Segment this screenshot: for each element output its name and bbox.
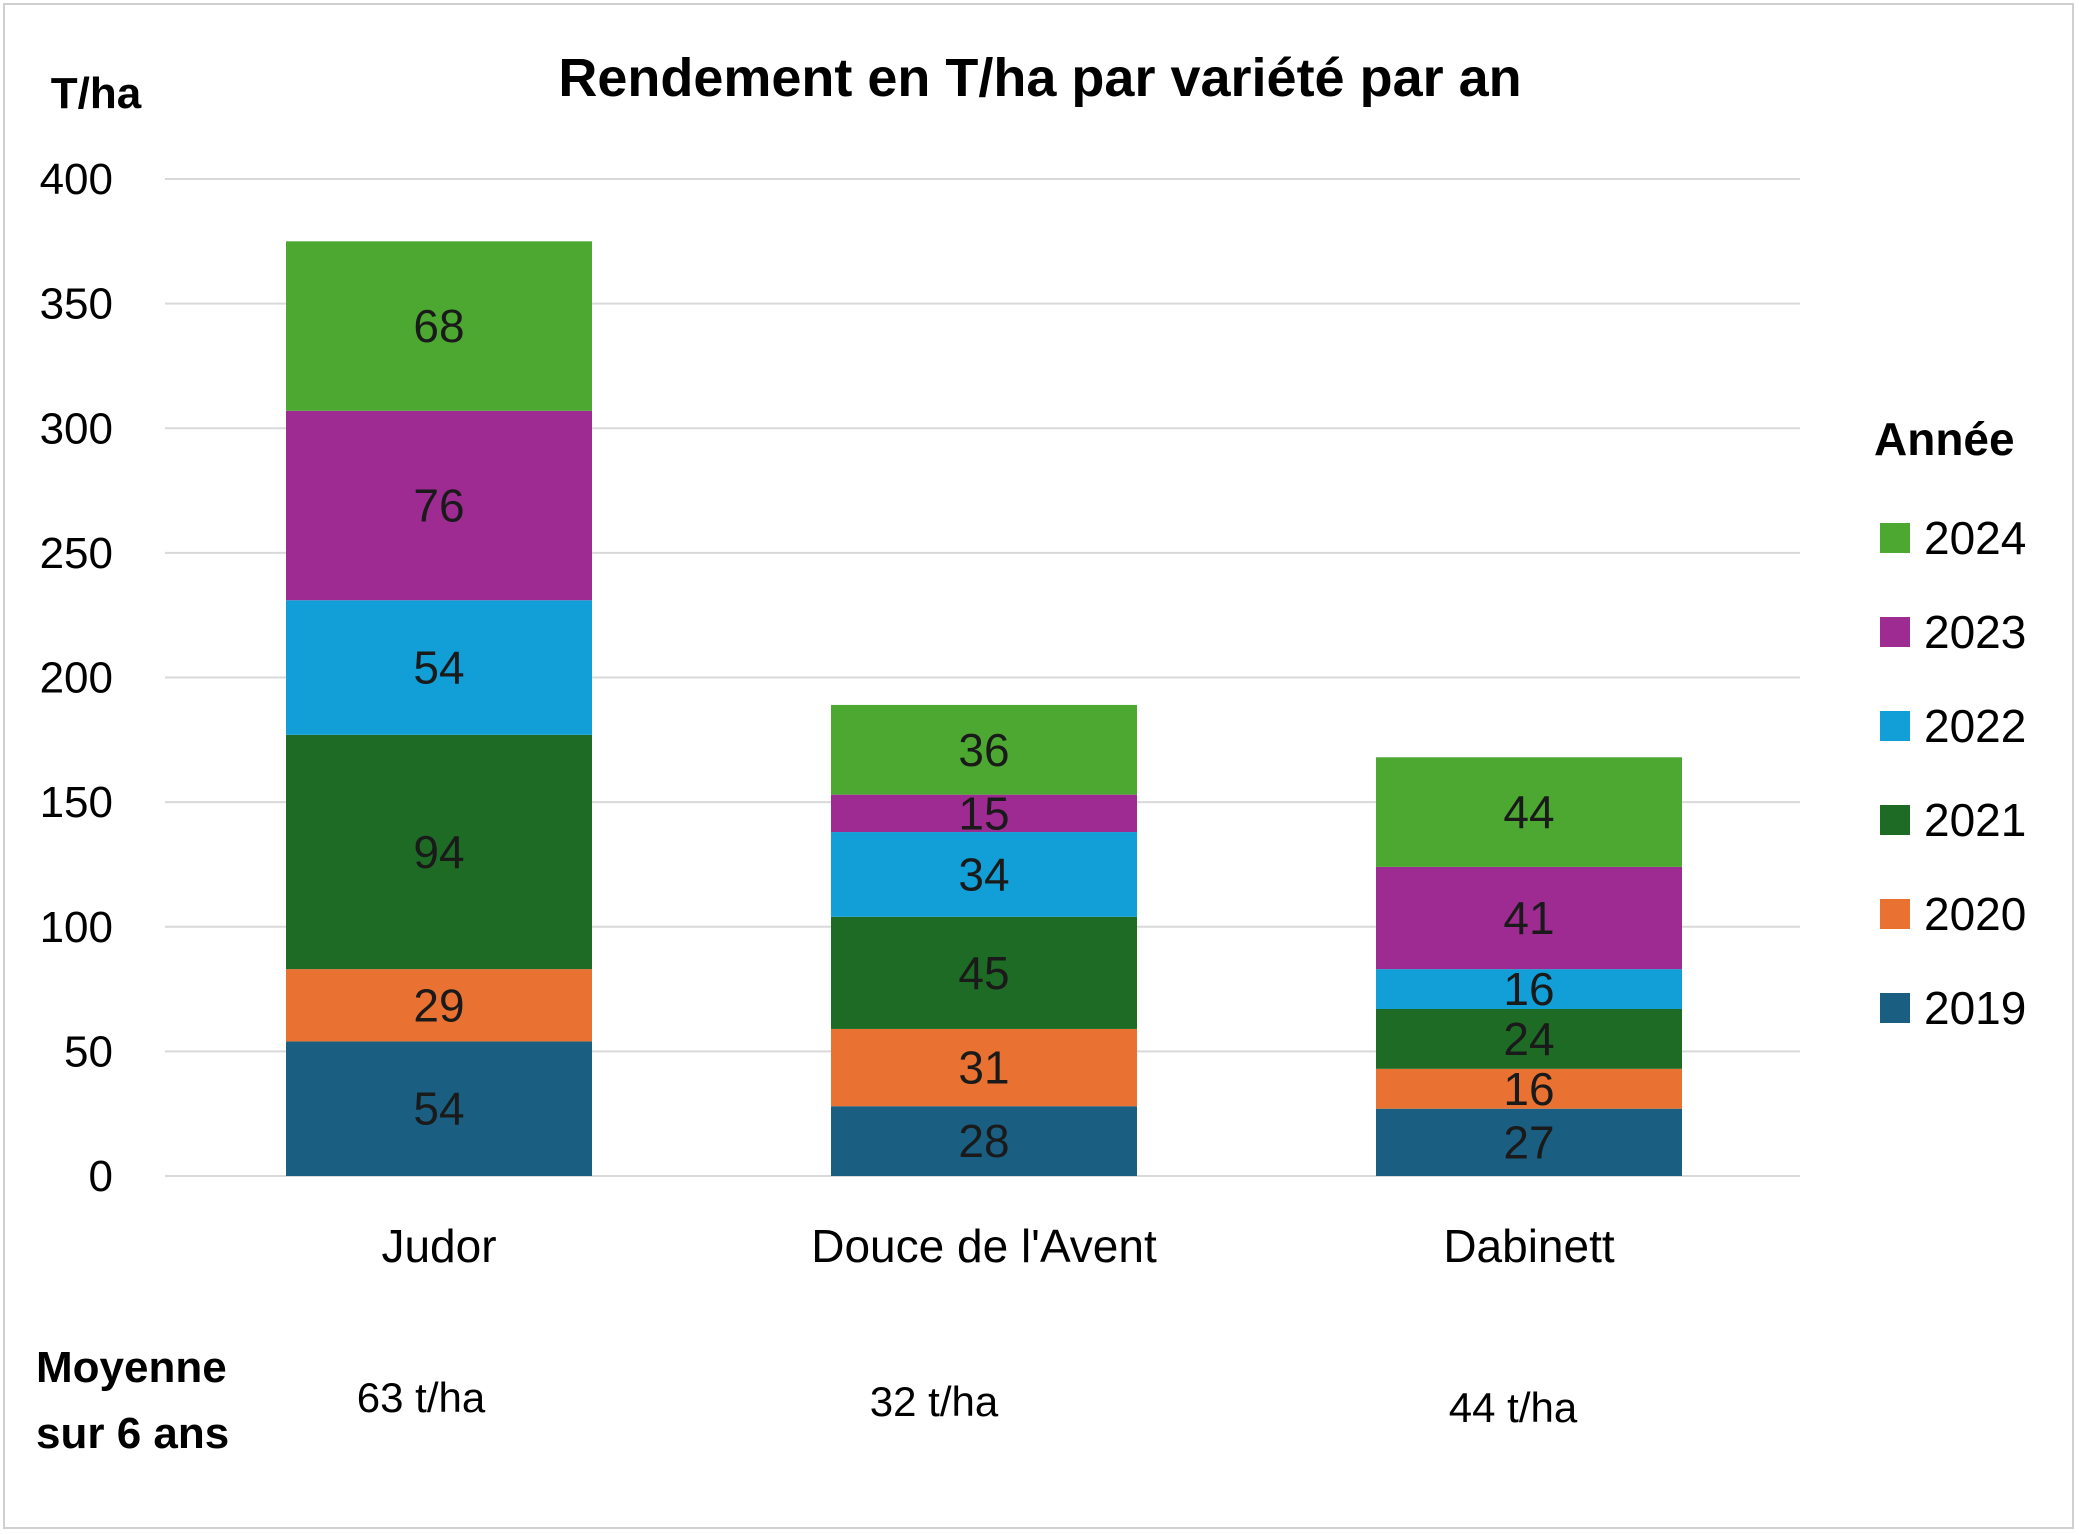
legend-entry: 2023 bbox=[1924, 606, 2026, 658]
data-label: 15 bbox=[958, 787, 1009, 839]
x-tick-label: Dabinett bbox=[1443, 1220, 1615, 1272]
bar-segment bbox=[831, 794, 1137, 833]
x-axis-categories: Judor Douce de l'Avent Dabinett bbox=[381, 1220, 1614, 1272]
bar-segment bbox=[1376, 969, 1682, 1010]
data-label: 76 bbox=[413, 480, 464, 532]
bar-segment bbox=[831, 704, 1137, 795]
y-axis-label: T/ha bbox=[51, 69, 142, 118]
bar-segment bbox=[1376, 1009, 1682, 1069]
legend-swatch bbox=[1880, 711, 1910, 741]
data-label: 28 bbox=[958, 1115, 1009, 1167]
y-axis-ticks: 0 50 100 150 200 250 300 350 400 bbox=[40, 155, 113, 1201]
bar-segment bbox=[831, 832, 1137, 917]
y-tick-label: 50 bbox=[64, 1027, 113, 1076]
legend-swatch bbox=[1880, 617, 1910, 647]
data-label: 27 bbox=[1503, 1116, 1554, 1168]
data-label: 34 bbox=[958, 848, 1009, 900]
x-tick-label: Douce de l'Avent bbox=[811, 1220, 1157, 1272]
y-tick-label: 100 bbox=[40, 903, 113, 952]
bar-segment bbox=[831, 916, 1137, 1029]
footer-label-line2: sur 6 ans bbox=[36, 1409, 229, 1458]
legend-swatch bbox=[1880, 993, 1910, 1023]
average-value: 32 t/ha bbox=[870, 1378, 999, 1425]
data-label: 44 bbox=[1503, 786, 1554, 838]
y-tick-label: 350 bbox=[40, 280, 113, 329]
legend: Année 2024 2023 2022 2021 2020 2019 bbox=[1874, 413, 2026, 1034]
y-tick-label: 250 bbox=[40, 529, 113, 578]
y-tick-label: 150 bbox=[40, 778, 113, 827]
chart-frame bbox=[3, 3, 2074, 1529]
y-tick-label: 400 bbox=[40, 155, 113, 204]
bar-segment bbox=[286, 969, 592, 1042]
footer-label-line1: Moyenne bbox=[36, 1343, 227, 1392]
average-value: 63 t/ha bbox=[357, 1374, 486, 1421]
legend-entry: 2024 bbox=[1924, 512, 2026, 564]
data-label: 16 bbox=[1503, 1063, 1554, 1115]
data-label: 68 bbox=[413, 300, 464, 352]
legend-swatch bbox=[1880, 899, 1910, 929]
bar-segment bbox=[286, 410, 592, 601]
footer-averages: Moyenne sur 6 ans 63 t/ha 32 t/ha 44 t/ha bbox=[36, 1343, 1578, 1458]
data-label: 54 bbox=[413, 1083, 464, 1135]
bar-segment bbox=[1376, 757, 1682, 867]
bar-segment bbox=[1376, 1068, 1682, 1109]
legend-swatch bbox=[1880, 805, 1910, 835]
average-value: 44 t/ha bbox=[1449, 1384, 1578, 1431]
chart-title: Rendement en T/ha par variété par an bbox=[558, 48, 1521, 108]
data-label: 16 bbox=[1503, 963, 1554, 1015]
data-label: 41 bbox=[1503, 892, 1554, 944]
y-tick-label: 300 bbox=[40, 404, 113, 453]
data-label: 45 bbox=[958, 947, 1009, 999]
bar-segment bbox=[1376, 866, 1682, 970]
data-label: 36 bbox=[958, 724, 1009, 776]
data-label: 31 bbox=[958, 1042, 1009, 1094]
legend-entry: 2019 bbox=[1924, 982, 2026, 1034]
legend-entry: 2022 bbox=[1924, 700, 2026, 752]
bar-segment bbox=[286, 600, 592, 735]
bar-segment bbox=[286, 734, 592, 970]
data-label: 54 bbox=[413, 642, 464, 694]
legend-title: Année bbox=[1874, 413, 2015, 465]
data-label: 94 bbox=[413, 826, 464, 878]
legend-entry: 2021 bbox=[1924, 794, 2026, 846]
bar-segment bbox=[286, 241, 592, 411]
y-tick-label: 0 bbox=[89, 1152, 113, 1201]
legend-swatch bbox=[1880, 523, 1910, 553]
legend-entry: 2020 bbox=[1924, 888, 2026, 940]
bar-segment bbox=[831, 1106, 1137, 1176]
data-label: 24 bbox=[1503, 1013, 1554, 1065]
y-tick-label: 200 bbox=[40, 654, 113, 703]
bar-segment bbox=[831, 1028, 1137, 1107]
bar-segment bbox=[1376, 1108, 1682, 1176]
x-tick-label: Judor bbox=[381, 1220, 496, 1272]
bar-segment bbox=[286, 1041, 592, 1176]
data-label: 29 bbox=[413, 979, 464, 1031]
